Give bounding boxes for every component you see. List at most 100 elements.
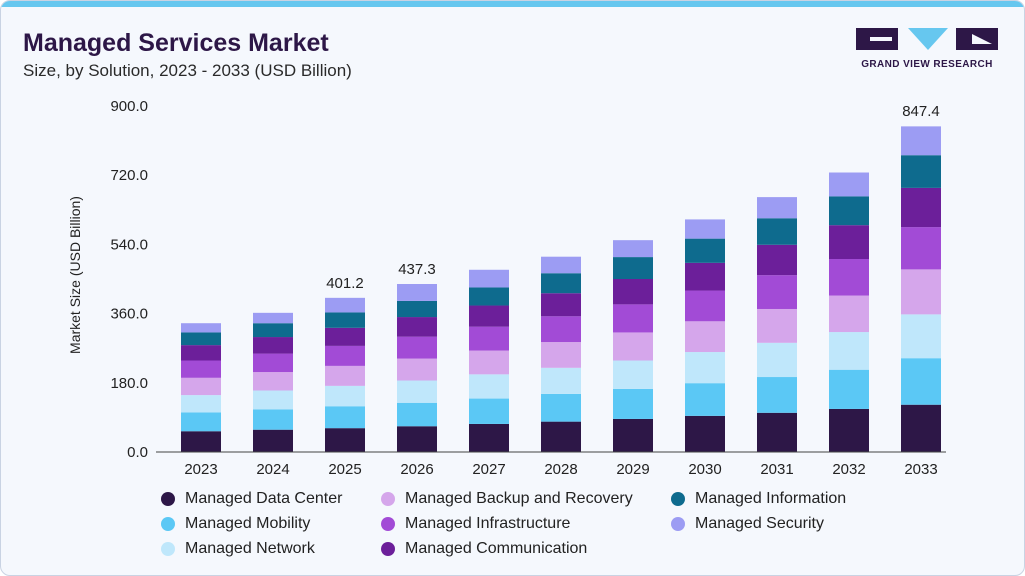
bar-segment xyxy=(685,290,725,322)
legend-label: Managed Security xyxy=(695,515,824,532)
bar-segment xyxy=(397,402,437,427)
legend-label: Managed Information xyxy=(695,490,847,507)
bar-segment xyxy=(181,377,221,396)
brand-name: GRAND VIEW RESEARCH xyxy=(861,59,993,70)
bar-segment xyxy=(397,380,437,403)
bar-segment xyxy=(685,383,725,416)
legend-item: Managed Mobility xyxy=(161,513,310,535)
legend-swatch xyxy=(381,542,395,556)
bar-segment xyxy=(181,412,221,432)
bar-segment xyxy=(253,409,293,430)
x-tick-label: 2030 xyxy=(688,461,721,478)
bar-segment xyxy=(397,300,437,318)
bar-segment xyxy=(469,374,509,399)
bar-segment xyxy=(469,269,509,288)
bar-segment xyxy=(829,172,869,197)
bar-segment xyxy=(541,393,581,422)
x-tick-label: 2031 xyxy=(760,461,793,478)
legend-item: Managed Data Center xyxy=(161,488,342,510)
bar-segment xyxy=(253,312,293,324)
bar-segment xyxy=(757,218,797,245)
y-axis-title: Market Size (USD Billion) xyxy=(67,196,83,354)
x-axis: 2023 2024 2025 2026 2027 2028 2029 2030 2031 2032… xyxy=(184,461,937,478)
bar-segment xyxy=(829,225,869,260)
bar-segment xyxy=(901,404,941,452)
bar-segment xyxy=(613,240,653,258)
bar-segment xyxy=(829,196,869,226)
bar-segment xyxy=(181,360,221,378)
bar-segment xyxy=(541,421,581,452)
bar-segment xyxy=(901,227,941,270)
bar-segment xyxy=(829,408,869,452)
bar-segment xyxy=(541,316,581,343)
legend-item: Managed Network xyxy=(161,538,315,560)
bar-segment xyxy=(325,297,365,313)
chart-title: Managed Services Market xyxy=(23,29,329,57)
bar-segment xyxy=(325,345,365,366)
bar-segment xyxy=(325,365,365,386)
bar-segment xyxy=(469,398,509,424)
bar-segment xyxy=(685,352,725,384)
legend-swatch xyxy=(381,492,395,506)
accent-bar xyxy=(1,1,1024,7)
bar-segment xyxy=(253,337,293,354)
bar-segment xyxy=(901,269,941,315)
bar-segment xyxy=(685,321,725,353)
x-tick-label: 2028 xyxy=(544,461,577,478)
x-tick-label: 2025 xyxy=(328,461,361,478)
x-tick-label: 2033 xyxy=(904,461,937,478)
legend-swatch xyxy=(161,517,175,531)
legend-swatch xyxy=(161,492,175,506)
x-tick-label: 2029 xyxy=(616,461,649,478)
bar-segment xyxy=(397,426,437,452)
legend-item: Managed Security xyxy=(671,513,824,535)
bar-segment xyxy=(757,244,797,276)
stacked-bar-chart: Market Size (USD Billion) 0.0 180.0 360.0 5… xyxy=(67,98,946,478)
bar-segment xyxy=(901,358,941,405)
legend-label: Managed Network xyxy=(185,540,315,557)
bar-segment xyxy=(901,314,941,359)
bars xyxy=(181,126,941,452)
x-tick-label: 2023 xyxy=(184,461,217,478)
bar-segment xyxy=(613,418,653,452)
bar-segment xyxy=(757,377,797,413)
legend-item: Managed Infrastructure xyxy=(381,513,570,535)
legend-swatch xyxy=(381,517,395,531)
bar-segment xyxy=(901,155,941,188)
bar-segment xyxy=(541,273,581,294)
bar-segment xyxy=(685,219,725,239)
bar-segment xyxy=(685,238,725,263)
legend-item: Managed Communication xyxy=(381,538,587,560)
bar-segment xyxy=(397,283,437,301)
bar-segment xyxy=(253,353,293,373)
bar-segment xyxy=(757,197,797,219)
legend-swatch xyxy=(671,492,685,506)
bar-segment xyxy=(901,187,941,228)
bar-segment xyxy=(541,367,581,394)
x-tick-label: 2027 xyxy=(472,461,505,478)
grand-view-research-logo xyxy=(856,28,998,50)
bar-segment xyxy=(613,304,653,333)
bar-segment xyxy=(253,323,293,338)
chart-subtitle: Size, by Solution, 2023 - 2033 (USD Bill… xyxy=(23,61,352,80)
bar-segment xyxy=(541,293,581,317)
bar-segment xyxy=(325,406,365,429)
legend-label: Managed Data Center xyxy=(185,490,343,507)
bar-segment xyxy=(181,323,221,333)
bar-segment xyxy=(181,345,221,361)
legend-label: Managed Infrastructure xyxy=(405,515,571,532)
bar-segment xyxy=(829,369,869,409)
bar-segment xyxy=(325,428,365,452)
bar-segment xyxy=(685,262,725,291)
x-tick-label: 2026 xyxy=(400,461,433,478)
bar-segment xyxy=(613,279,653,305)
bar-segment xyxy=(685,415,725,452)
bar-segment xyxy=(397,358,437,381)
bar-segment xyxy=(469,287,509,306)
x-tick-label: 2024 xyxy=(256,461,289,478)
bar-segment xyxy=(253,390,293,410)
bar-segment xyxy=(469,350,509,375)
bar-segment xyxy=(757,275,797,309)
bar-segment xyxy=(613,360,653,389)
